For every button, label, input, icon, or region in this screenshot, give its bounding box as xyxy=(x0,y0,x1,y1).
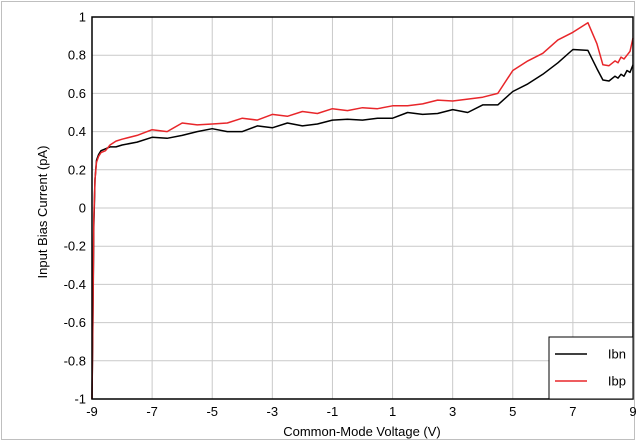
x-tick-label: 5 xyxy=(509,404,516,419)
x-tick-label: -5 xyxy=(206,404,218,419)
series-line-ibn xyxy=(91,48,634,400)
y-tick-label: -1 xyxy=(74,392,86,407)
legend-box xyxy=(548,336,634,400)
x-axis-title: Common-Mode Voltage (V) xyxy=(283,424,441,439)
legend: Ibn Ibp xyxy=(548,336,634,400)
x-tick-label: 3 xyxy=(449,404,456,419)
series-lines xyxy=(91,21,634,400)
x-tick-label: -9 xyxy=(86,404,98,419)
y-tick-label: -0.6 xyxy=(64,315,86,330)
x-tick-label: 9 xyxy=(629,404,636,419)
x-tick-labels: -9 -7 -5 -3 -1 1 3 5 7 9 xyxy=(86,404,636,419)
y-tick-label: 0.4 xyxy=(68,124,86,139)
series-line-ibp xyxy=(91,21,634,400)
plot-border xyxy=(91,16,634,400)
x-tick-label: -1 xyxy=(327,404,339,419)
x-tick-label: 1 xyxy=(389,404,396,419)
x-tick-label: 7 xyxy=(569,404,576,419)
y-tick-label: 0.6 xyxy=(68,86,86,101)
legend-label-ibp: Ibp xyxy=(608,374,626,389)
y-tick-label: -0.4 xyxy=(64,277,86,292)
y-tick-label: 0.8 xyxy=(68,48,86,63)
y-tick-label: 0.2 xyxy=(68,162,86,177)
y-axis-title: Input Bias Current (pA) xyxy=(35,146,50,279)
y-tick-labels: -1 -0.8 -0.6 -0.4 -0.2 0 0.2 0.4 0.6 0.8 1 xyxy=(64,10,86,407)
x-tick-label: -3 xyxy=(267,404,279,419)
x-tick-label: -7 xyxy=(146,404,158,419)
legend-label-ibn: Ibn xyxy=(608,347,626,362)
y-tick-label: -0.2 xyxy=(64,239,86,254)
y-tick-label: -0.8 xyxy=(64,353,86,368)
y-tick-label: 1 xyxy=(79,10,86,25)
y-tick-label: 0 xyxy=(79,201,86,216)
